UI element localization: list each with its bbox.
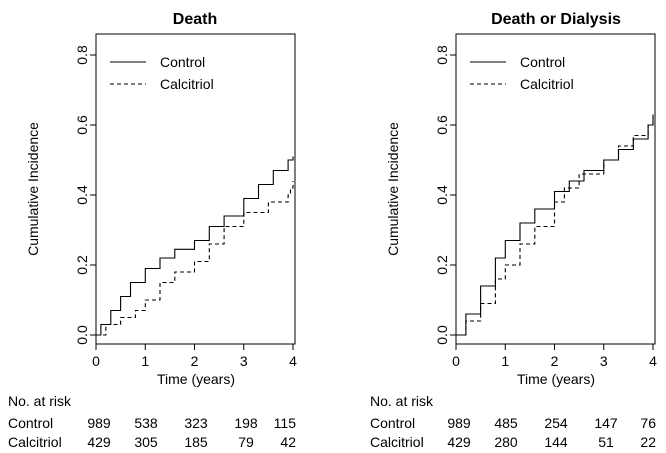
at-risk-value: 42 [280, 434, 296, 450]
at-risk-row-label: Control [370, 415, 415, 431]
at-risk-value: 280 [494, 434, 518, 450]
death-y-axis-label: Cumulative Incidence [25, 122, 41, 256]
at-risk-row-label: Control [8, 415, 53, 431]
death-panel: Death Cumulative Incidence Time (years) … [8, 11, 297, 450]
legend-label-control: Control [160, 54, 205, 70]
death-at-risk-table: No. at risk Control 989 538 323 198 115 Calcitr… [8, 393, 296, 450]
death-or-dialysis-legend: Control Calcitriol [470, 54, 574, 92]
death-legend: Control Calcitriol [110, 54, 214, 92]
at-risk-value: 323 [184, 415, 208, 431]
at-risk-value: 989 [87, 415, 111, 431]
at-risk-value: 538 [134, 415, 158, 431]
series-line-calcitriol [96, 181, 294, 336]
y-tick-label: 0.4 [74, 185, 90, 205]
at-risk-row-label: Calcitriol [8, 434, 62, 450]
x-tick-label: 2 [191, 353, 199, 369]
at-risk-value: 76 [640, 415, 656, 431]
y-tick-label: 0.8 [74, 45, 90, 65]
death-or-dialysis-x-axis: 0 1 2 3 4 [452, 343, 657, 369]
y-tick-label: 0.6 [434, 115, 450, 135]
at-risk-value: 989 [447, 415, 471, 431]
y-tick-label: 0.0 [74, 325, 90, 345]
x-tick-label: 3 [240, 353, 248, 369]
y-tick-label: 0.4 [434, 185, 450, 205]
at-risk-value: 429 [87, 434, 111, 450]
x-tick-label: 1 [141, 353, 149, 369]
legend-label-calcitriol: Calcitriol [160, 76, 214, 92]
at-risk-value: 254 [544, 415, 568, 431]
x-tick-label: 3 [600, 353, 608, 369]
series-line-calcitriol [456, 118, 654, 336]
at-risk-heading: No. at risk [8, 393, 72, 409]
at-risk-value: 147 [594, 415, 618, 431]
legend-label-control: Control [520, 54, 565, 70]
at-risk-value: 144 [544, 434, 568, 450]
death-x-axis: 0 1 2 3 4 [92, 343, 297, 369]
at-risk-value: 22 [640, 434, 656, 450]
death-or-dialysis-at-risk-table: No. at risk Control 989 485 254 147 76 Calcitri… [370, 393, 656, 450]
x-tick-label: 1 [501, 353, 509, 369]
at-risk-value: 51 [598, 434, 614, 450]
y-tick-label: 0.2 [434, 255, 450, 275]
series-line-control [96, 156, 294, 336]
death-x-axis-label: Time (years) [157, 371, 235, 387]
death-or-dialysis-series-layer [456, 114, 654, 336]
legend-label-calcitriol: Calcitriol [520, 76, 574, 92]
x-tick-label: 0 [92, 353, 100, 369]
at-risk-value: 115 [274, 415, 297, 431]
death-or-dialysis-panel-title: Death or Dialysis [491, 11, 621, 28]
at-risk-value: 185 [184, 434, 208, 450]
y-tick-label: 0.0 [434, 325, 450, 345]
x-tick-label: 2 [551, 353, 559, 369]
death-panel-title: Death [173, 11, 217, 28]
at-risk-heading: No. at risk [370, 393, 434, 409]
death-or-dialysis-x-axis-label: Time (years) [517, 371, 595, 387]
death-or-dialysis-y-axis-label: Cumulative Incidence [385, 122, 401, 256]
at-risk-row-label: Calcitriol [370, 434, 424, 450]
y-tick-label: 0.2 [74, 255, 90, 275]
y-tick-label: 0.8 [434, 45, 450, 65]
at-risk-value: 485 [494, 415, 518, 431]
at-risk-value: 305 [134, 434, 158, 450]
y-tick-label: 0.6 [74, 115, 90, 135]
death-or-dialysis-panel: Death or Dialysis Cumulative Incidence T… [370, 11, 657, 450]
death-y-axis: 0.0 0.2 0.4 0.6 0.8 [74, 45, 97, 345]
death-or-dialysis-y-axis: 0.0 0.2 0.4 0.6 0.8 [434, 45, 457, 345]
at-risk-value: 198 [234, 415, 258, 431]
death-series-layer [96, 156, 294, 336]
at-risk-value: 79 [238, 434, 254, 450]
at-risk-value: 429 [447, 434, 471, 450]
x-tick-label: 0 [452, 353, 460, 369]
series-line-control [456, 114, 654, 336]
x-tick-label: 4 [649, 353, 657, 369]
x-tick-label: 4 [289, 353, 297, 369]
